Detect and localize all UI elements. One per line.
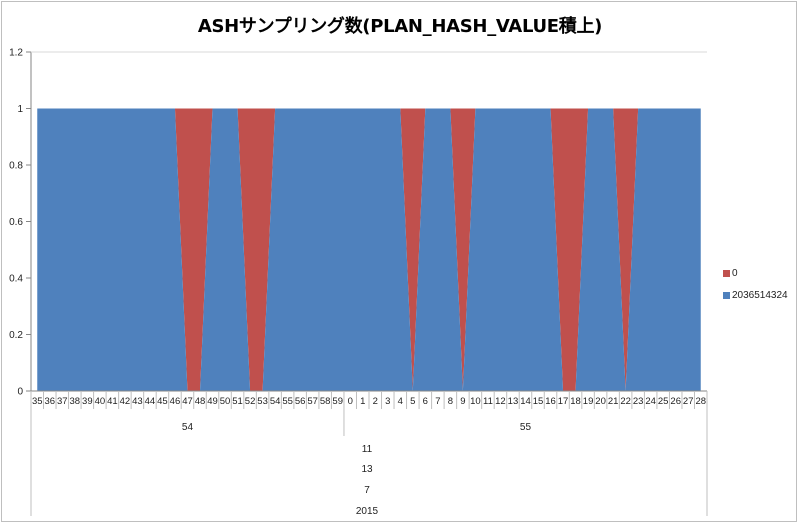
minute-label: 54 (182, 422, 194, 433)
x-tick-label: 38 (70, 396, 81, 407)
plot-areas (37, 108, 701, 391)
x-tick-label: 15 (533, 396, 544, 407)
x-tick-label: 46 (170, 396, 181, 407)
x-tick-label: 47 (182, 396, 193, 407)
x-tick-label: 51 (232, 396, 243, 407)
x-tick-label: 45 (157, 396, 168, 407)
x-tick-label: 49 (207, 396, 218, 407)
x-tick-label: 28 (695, 396, 706, 407)
legend-swatch-red (723, 269, 730, 277)
y-tick-label: 1 (17, 104, 23, 115)
x-tick-label: 14 (520, 396, 531, 407)
x-tick-label: 39 (82, 396, 93, 407)
legend-label: 2036514324 (732, 289, 788, 301)
x-tick-label: 20 (595, 396, 606, 407)
x-tick-label: 35 (32, 396, 43, 407)
y-tick-label: 0.4 (9, 274, 23, 285)
x-tick-label: 22 (620, 396, 631, 407)
x-tick-label: 44 (145, 396, 156, 407)
y-tick-label: 0.6 (9, 217, 23, 228)
x-tick-label: 21 (608, 396, 619, 407)
x-tick-label: 53 (257, 396, 268, 407)
minute-label: 55 (520, 422, 532, 433)
y-tick-label: 1.2 (9, 48, 23, 59)
day-label: 13 (361, 464, 373, 475)
hour-label: 11 (362, 444, 373, 455)
legend-item-2036514324: 2036514324 (723, 284, 788, 306)
y-tick-label: 0.8 (9, 161, 23, 172)
legend: 0 2036514324 (723, 262, 788, 306)
x-tick-label: 23 (633, 396, 644, 407)
x-tick-label: 7 (435, 396, 440, 407)
x-tick-label: 16 (545, 396, 556, 407)
x-tick-label: 1 (360, 396, 365, 407)
x-tick-label: 6 (423, 396, 428, 407)
x-tick-label: 9 (460, 396, 465, 407)
x-tick-label: 8 (448, 396, 453, 407)
x-tick-label: 18 (570, 396, 581, 407)
x-tick-label: 10 (470, 396, 481, 407)
month-label: 7 (364, 485, 370, 496)
x-tick-label: 27 (683, 396, 694, 407)
x-tick-label: 36 (44, 396, 55, 407)
x-tick-label: 17 (558, 396, 569, 407)
x-tick-label: 13 (508, 396, 519, 407)
x-tick-label: 57 (307, 396, 318, 407)
x-tick-label: 58 (320, 396, 331, 407)
x-tick-label: 40 (95, 396, 106, 407)
x-tick-label: 11 (483, 396, 493, 407)
x-tick-label: 3 (385, 396, 390, 407)
x-tick-label: 43 (132, 396, 143, 407)
x-tick-label: 50 (220, 396, 231, 407)
x-tick-label: 26 (670, 396, 681, 407)
x-tick-label: 12 (495, 396, 506, 407)
legend-swatch-blue (723, 291, 730, 299)
x-tick-label: 19 (583, 396, 594, 407)
x-tick-label: 59 (332, 396, 343, 407)
series-area-2036514324 (37, 108, 701, 391)
x-tick-label: 2 (373, 396, 378, 407)
year-label: 2015 (356, 506, 379, 517)
axes: 00.20.40.60.811.235 36 37 38 39 40 41 42 43 44 45 4… (9, 48, 708, 517)
x-tick-label: 56 (295, 396, 306, 407)
legend-label: 0 (732, 267, 738, 279)
chart-title: ASHサンプリング数(PLAN_HASH_VALUE積上) (197, 16, 603, 37)
x-tick-label: 4 (398, 396, 403, 407)
x-tick-label: 54 (270, 396, 281, 407)
series-area-0 (37, 108, 701, 391)
x-tick-label: 0 (348, 396, 353, 407)
x-tick-label: 42 (120, 396, 131, 407)
x-tick-label: 52 (245, 396, 256, 407)
x-tick-label: 5 (410, 396, 415, 407)
x-tick-label: 55 (282, 396, 293, 407)
x-tick-label: 24 (645, 396, 656, 407)
x-tick-label: 25 (658, 396, 669, 407)
x-tick-label: 48 (195, 396, 206, 407)
legend-item-0: 0 (723, 262, 788, 284)
x-tick-label: 41 (107, 396, 118, 407)
x-tick-label: 37 (57, 396, 68, 407)
y-tick-label: 0 (17, 387, 23, 398)
y-tick-label: 0.2 (9, 330, 23, 341)
